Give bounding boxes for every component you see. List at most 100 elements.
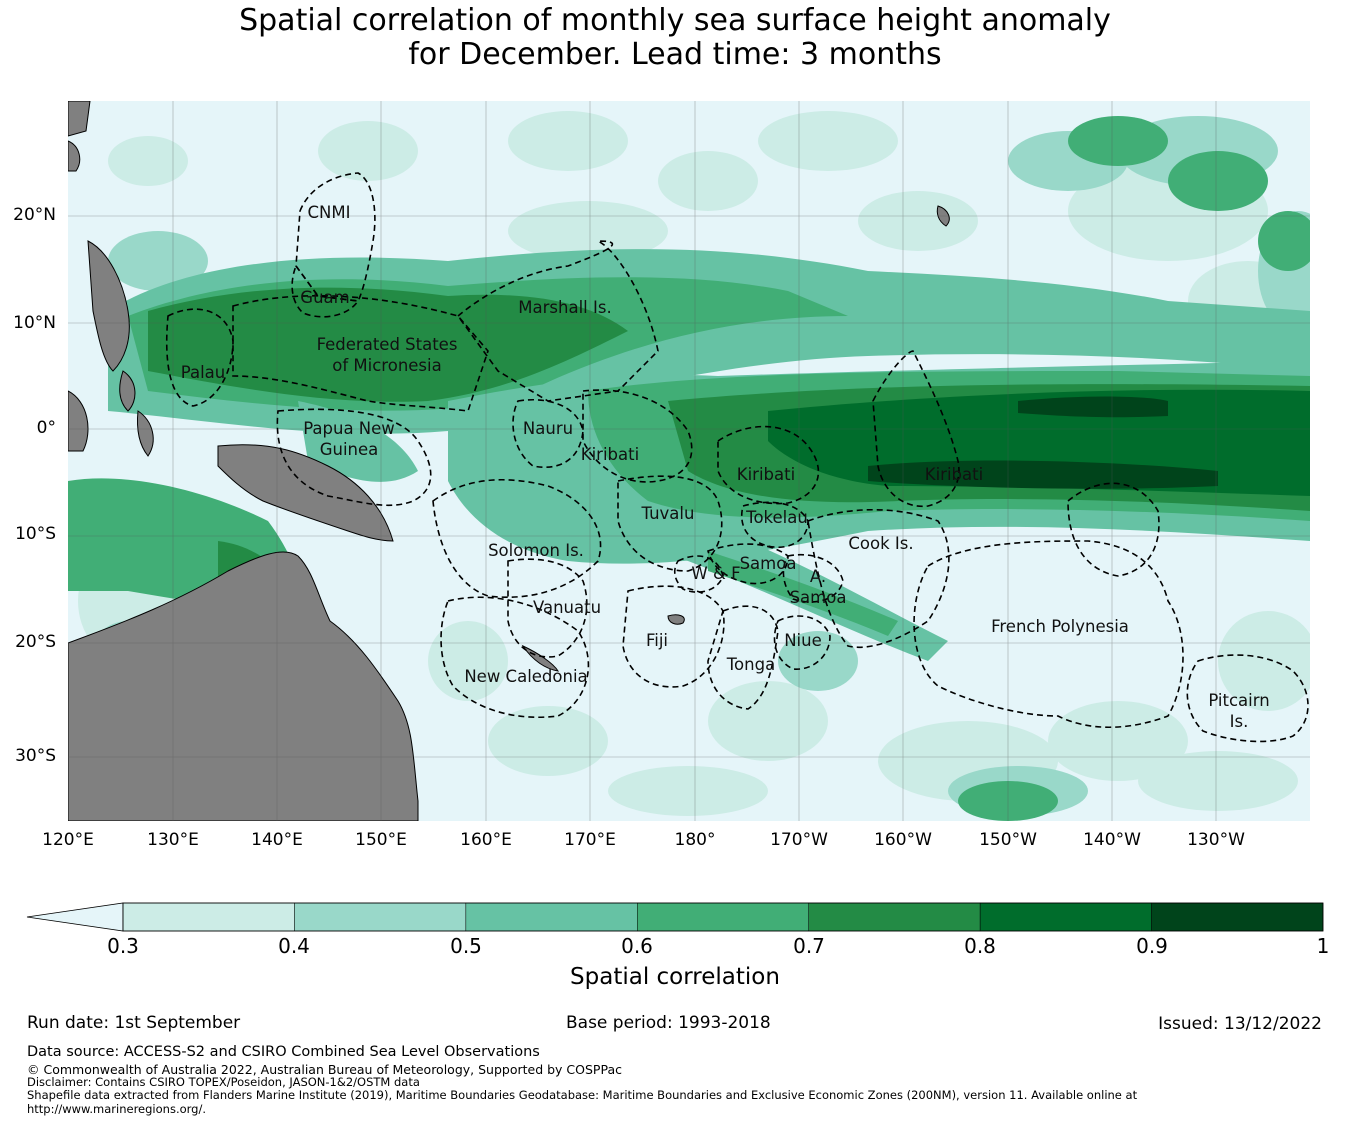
- new-zealand-tip: [68, 101, 91, 137]
- colorbar-segment-1: [294, 902, 467, 932]
- colorbar-segments: [122, 902, 1324, 932]
- new-guinea-land: [217, 444, 394, 542]
- base-period: Base period: 1993-2018: [566, 1013, 771, 1033]
- colorbar-label: Spatial correlation: [570, 964, 780, 990]
- label-fsm-2: of Micronesia: [332, 356, 441, 375]
- label-guam: Guam: [300, 288, 349, 307]
- lon-label-170e: 170°E: [564, 830, 616, 850]
- new-caledonia-land: [521, 644, 560, 672]
- label-tokelau: Tokelau: [745, 508, 808, 527]
- eez-tuvalu: [617, 475, 723, 572]
- colorbar-segment-6: [1151, 902, 1324, 932]
- shapefile-credit: Shapefile data extracted from Flanders M…: [27, 1088, 1138, 1102]
- title-line-2: for December. Lead time: 3 months: [408, 37, 942, 72]
- eez-palau: [165, 308, 234, 407]
- label-solomon: Solomon Is.: [488, 541, 584, 560]
- colorbar-extend-arrow: [26, 902, 124, 932]
- lat-label-0: 0°: [36, 418, 56, 438]
- label-fpoly: French Polynesia: [991, 617, 1129, 636]
- label-cook: Cook Is.: [848, 534, 913, 553]
- source-url[interactable]: http://www.marineregions.org/.: [27, 1102, 206, 1116]
- colorbar-segment-5: [979, 902, 1152, 932]
- lon-label-130e: 130°E: [147, 830, 199, 850]
- colorbar-outline: [122, 902, 1324, 932]
- coral-patch-05: [298, 401, 418, 482]
- eez-vanuatu: [507, 558, 588, 658]
- disclaimer: Disclaimer: Contains CSIRO TOPEX/Poseido…: [27, 1075, 420, 1089]
- eez-fpoly: [913, 540, 1184, 728]
- lon-label-160e: 160°E: [460, 830, 512, 850]
- data-source: Data source: ACCESS-S2 and CSIRO Combine…: [27, 1044, 540, 1060]
- eez-cook: [807, 508, 950, 649]
- eez-samoa: [707, 543, 789, 585]
- sulawesi-land: [137, 410, 154, 457]
- eez-tonga: [707, 605, 779, 710]
- label-vanuatu: Vanuatu: [533, 598, 601, 617]
- colorbar-segment-2: [465, 902, 638, 932]
- correlation-map: CNMI Guam Marshall Is. Federated States …: [68, 101, 1310, 821]
- run-date: Run date: 1st September: [27, 1013, 241, 1033]
- label-cnmi: CNMI: [308, 203, 351, 222]
- eez-boundaries: [165, 172, 1309, 743]
- colorbar-segment-0: [122, 902, 295, 932]
- chart-title: Spatial correlation of monthly sea surfa…: [0, 4, 1350, 72]
- label-pitcairn-2: Is.: [1230, 712, 1249, 731]
- label-tuvalu: Tuvalu: [641, 504, 695, 523]
- label-png-1: Papua New: [303, 419, 395, 438]
- cb-tick-7: 1: [1316, 934, 1330, 958]
- lon-label-130w: 130°W: [1187, 830, 1245, 850]
- eez-png: [276, 408, 432, 507]
- cb-tick-1: 0.4: [278, 934, 310, 958]
- label-pitcairn-1: Pitcairn: [1208, 691, 1269, 710]
- landmasses: [68, 101, 950, 821]
- lat-label-30s: 30°S: [15, 746, 56, 766]
- lon-label-120e: 120°E: [42, 830, 94, 850]
- band-north-07: [148, 287, 628, 402]
- label-fiji: Fiji: [646, 631, 668, 650]
- label-png-2: Guinea: [320, 440, 379, 459]
- title-line-1: Spatial correlation of monthly sea surfa…: [239, 3, 1111, 38]
- cb-tick-0: 0.3: [107, 934, 139, 958]
- eez-marshall: [456, 240, 659, 402]
- eez-niue: [773, 615, 831, 670]
- band-eq-09: [868, 396, 1218, 489]
- eez-fpoly-east: [1067, 482, 1160, 577]
- taiwan-land: [68, 140, 81, 172]
- philippines-land: [87, 240, 136, 412]
- label-amsamoa-1: A.: [810, 567, 826, 586]
- eez-kiribati-c: [717, 425, 820, 505]
- cb-tick-4: 0.7: [793, 934, 825, 958]
- label-samoa: Samoa: [740, 554, 797, 573]
- lat-label-20s: 20°S: [15, 632, 56, 652]
- lat-label-20n: 20°N: [13, 205, 56, 225]
- eez-guam: [291, 264, 360, 318]
- label-amsamoa-2: Samoa: [790, 588, 847, 607]
- cb-tick-6: 0.9: [1136, 934, 1168, 958]
- eez-nauru: [512, 399, 584, 468]
- lat-label-10s: 10°S: [15, 524, 56, 544]
- label-kiribati-e: Kiribati: [925, 465, 983, 484]
- cb-tick-2: 0.5: [450, 934, 482, 958]
- eez-tokelau: [741, 501, 809, 548]
- eez-kiribati-e: [872, 350, 960, 508]
- lon-label-180: 180°: [674, 830, 716, 850]
- copyright: © Commonwealth of Australia 2022, Austra…: [27, 1062, 622, 1077]
- lon-label-170w: 170°W: [770, 830, 828, 850]
- lon-label-150w: 150°W: [979, 830, 1037, 850]
- eez-newcal: [440, 596, 590, 719]
- eez-fsm: [232, 294, 489, 412]
- australia-land: [68, 551, 419, 821]
- label-kiribati-w: Kiribati: [581, 445, 639, 464]
- colorbar-segment-3: [637, 902, 809, 932]
- label-fsm-1: Federated States: [317, 335, 458, 354]
- fiji-land: [667, 614, 685, 625]
- lon-label-140w: 140°W: [1083, 830, 1141, 850]
- label-wf: W & F: [691, 564, 740, 583]
- borneo-land: [68, 390, 89, 452]
- colorbar: [26, 902, 1324, 932]
- gridlines: [68, 101, 1310, 821]
- colorbar-segment-4: [808, 902, 981, 932]
- label-palau: Palau: [181, 363, 225, 382]
- label-marshall: Marshall Is.: [518, 298, 611, 317]
- issued-date: Issued: 13/12/2022: [1158, 1014, 1322, 1034]
